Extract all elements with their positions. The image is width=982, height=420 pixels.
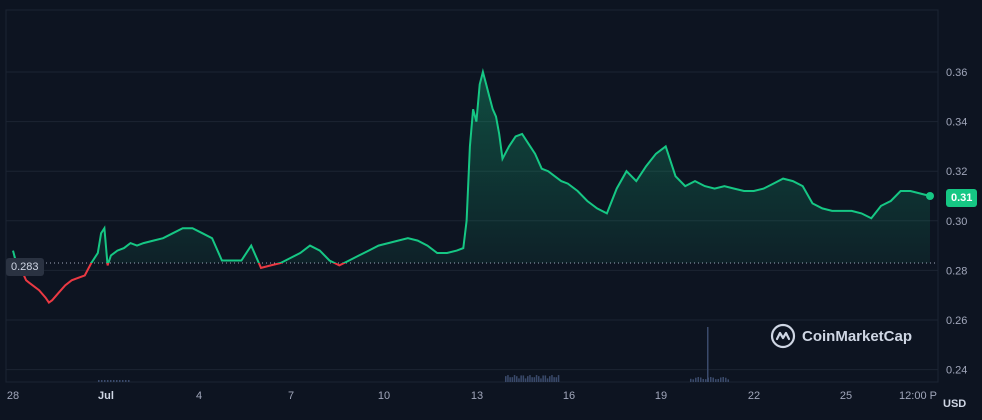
volume-bar bbox=[505, 376, 507, 382]
volume-bar bbox=[104, 380, 106, 382]
volume-bar bbox=[546, 378, 549, 382]
volume-bars bbox=[98, 327, 729, 382]
volume-bar bbox=[700, 377, 702, 382]
x-tick-label: 12:00 P bbox=[899, 390, 937, 402]
volume-bar bbox=[549, 376, 551, 382]
y-tick-label: 0.24 bbox=[946, 365, 967, 377]
volume-bar bbox=[524, 378, 527, 382]
volume-bar bbox=[511, 377, 514, 382]
y-tick-label: 0.26 bbox=[946, 315, 967, 327]
volume-bar bbox=[113, 380, 115, 382]
price-area bbox=[13, 72, 930, 263]
volume-bar bbox=[727, 379, 729, 382]
volume-bar bbox=[522, 375, 525, 382]
volume-bar bbox=[513, 375, 516, 382]
x-tick-label: 25 bbox=[840, 390, 852, 402]
y-axis-ticks: 0.24 0.26 0.28 0.30 0.32 0.34 0.36 bbox=[946, 67, 967, 377]
x-tick-label: 28 bbox=[7, 390, 19, 402]
volume-bar bbox=[122, 380, 124, 382]
x-tick-label: 13 bbox=[471, 390, 483, 402]
volume-bar bbox=[690, 378, 692, 382]
y-tick-label: 0.28 bbox=[946, 265, 967, 277]
volume-bar bbox=[555, 377, 558, 382]
volume-bar bbox=[702, 378, 704, 382]
volume-bar bbox=[720, 377, 722, 382]
volume-bar bbox=[553, 377, 555, 382]
volume-bar bbox=[710, 377, 712, 382]
x-tick-label: 4 bbox=[196, 390, 202, 402]
volume-bar bbox=[520, 375, 522, 382]
currency-label: USD bbox=[943, 398, 967, 410]
x-tick-label: 10 bbox=[378, 390, 390, 402]
volume-bar bbox=[707, 327, 709, 382]
volume-bar bbox=[557, 375, 560, 382]
volume-bar bbox=[540, 378, 542, 382]
volume-bar bbox=[535, 375, 538, 382]
y-tick-label: 0.34 bbox=[946, 117, 967, 129]
volume-bar bbox=[531, 377, 533, 382]
volume-bar bbox=[98, 380, 100, 382]
volume-bar bbox=[544, 375, 547, 382]
x-tick-label: 7 bbox=[288, 390, 294, 402]
x-tick-label: 16 bbox=[563, 390, 575, 402]
volume-bar bbox=[119, 380, 121, 382]
volume-bar bbox=[712, 377, 714, 382]
volume-bar bbox=[125, 380, 127, 382]
coinmarketcap-logo-icon bbox=[770, 323, 796, 349]
x-tick-label: Jul bbox=[98, 390, 114, 402]
volume-bar bbox=[101, 380, 103, 382]
coinmarketcap-watermark: CoinMarketCap bbox=[770, 323, 912, 349]
volume-bar bbox=[107, 380, 109, 382]
volume-bar bbox=[697, 377, 699, 382]
current-price-dot bbox=[926, 192, 934, 200]
y-tick-label: 0.30 bbox=[946, 216, 967, 228]
x-axis-ticks: 28 Jul 4 7 10 13 16 19 22 25 12:00 P bbox=[7, 390, 937, 402]
volume-bar bbox=[538, 376, 540, 382]
volume-bar bbox=[507, 375, 509, 382]
volume-bar bbox=[110, 380, 112, 382]
volume-bar bbox=[128, 380, 130, 382]
volume-bar bbox=[527, 376, 529, 382]
volume-bar bbox=[509, 377, 511, 382]
y-tick-label: 0.32 bbox=[946, 166, 967, 178]
volume-bar bbox=[518, 378, 520, 382]
price-line-up bbox=[12, 68, 931, 263]
volume-bar bbox=[715, 379, 717, 382]
reference-price-badge: 0.283 bbox=[6, 258, 44, 276]
volume-bar bbox=[725, 377, 727, 382]
x-tick-label: 19 bbox=[655, 390, 667, 402]
volume-bar bbox=[717, 378, 719, 382]
volume-bar bbox=[722, 377, 724, 382]
volume-bar bbox=[551, 375, 553, 382]
volume-bar bbox=[516, 376, 518, 382]
plot-frame bbox=[5, 9, 939, 383]
volume-bar bbox=[705, 379, 707, 382]
volume-bar bbox=[529, 375, 531, 382]
volume-bar bbox=[116, 380, 118, 382]
volume-bar bbox=[533, 377, 536, 382]
x-tick-label: 22 bbox=[748, 390, 760, 402]
volume-bar bbox=[542, 375, 544, 382]
brand-name: CoinMarketCap bbox=[802, 327, 913, 345]
y-tick-label: 0.36 bbox=[946, 67, 967, 79]
volume-bar bbox=[692, 379, 694, 382]
current-price-badge: 0.31 bbox=[946, 189, 978, 207]
volume-bar bbox=[695, 377, 697, 382]
